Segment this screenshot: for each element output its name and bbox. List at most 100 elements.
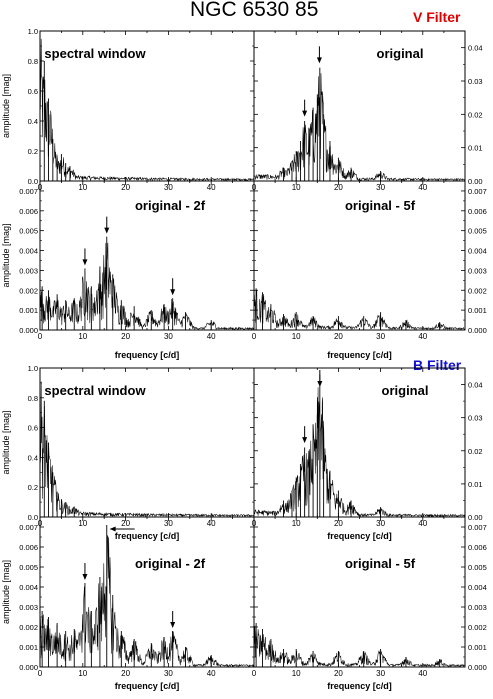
x-tick-label: 10 [292, 332, 301, 341]
x-tick-label: 0 [38, 332, 43, 341]
spectrum-line [39, 242, 255, 331]
y-tick-label: 0.2 [28, 147, 38, 156]
x-tick-label: 20 [121, 332, 130, 341]
panel-title: spectral window [44, 46, 146, 61]
panel-title: original - 5f [345, 556, 416, 571]
y-axis-label: amplitude [mag] [1, 560, 11, 624]
v-filter-label: V Filter [413, 9, 461, 25]
y-tick-label: 0.8 [28, 394, 38, 403]
x-tick-label: 30 [164, 183, 173, 192]
x-axis-label: frequency [c/d] [115, 681, 180, 691]
y-tick-label: 0.007 [468, 523, 487, 532]
x-tick-label: 20 [334, 183, 343, 192]
x-tick-label: 20 [334, 332, 343, 341]
spectrum-line [253, 73, 465, 182]
arrow-head [170, 289, 176, 296]
y-tick-label: 0.005 [19, 227, 38, 236]
x-tick-label: 40 [207, 669, 216, 678]
y-tick-label: 0.007 [19, 523, 38, 532]
y-tick-label: 0.006 [468, 543, 487, 552]
x-tick-label: 10 [78, 332, 87, 341]
y-tick-label: 0.04 [468, 381, 483, 390]
y-tick-label: 0.005 [468, 563, 487, 572]
x-tick-label: 20 [334, 519, 343, 528]
panel-title: original - 2f [135, 556, 206, 571]
y-tick-label: 0.001 [19, 306, 38, 315]
x-tick-label: 10 [292, 519, 301, 528]
y-axis-label: amplitude [mag] [1, 223, 11, 287]
x-tick-label: 10 [292, 669, 301, 678]
x-tick-label: 40 [207, 519, 216, 528]
y-tick-label: 0.000 [468, 326, 487, 335]
arrow-head [82, 574, 88, 580]
panel-frame [253, 30, 466, 182]
y-tick-label: 0.000 [19, 326, 38, 335]
y-tick-label: 0.002 [468, 286, 487, 295]
arrow-head [302, 110, 308, 117]
y-tick-label: 0.003 [19, 603, 38, 612]
y-tick-label: 0.003 [468, 266, 487, 275]
y-tick-label: 0.003 [19, 266, 38, 275]
panel-title: original [382, 383, 429, 398]
spectrum-line [39, 535, 255, 668]
y-tick-label: 0.002 [19, 623, 38, 632]
y-tick-label: 0.6 [28, 87, 38, 96]
y-tick-label: 0.0 [28, 513, 38, 522]
y-tick-label: 0.007 [19, 187, 38, 196]
y-tick-label: 0.01 [468, 480, 483, 489]
arrow-head [82, 259, 88, 266]
y-axis-label: amplitude [mag] [1, 74, 11, 138]
spectrum-line [39, 381, 255, 518]
x-tick-label: 0 [38, 669, 43, 678]
y-tick-label: 0.002 [468, 623, 487, 632]
x-axis-label: frequency [c/d] [327, 531, 392, 541]
x-tick-label: 40 [207, 332, 216, 341]
y-tick-label: 0.002 [19, 286, 38, 295]
y-tick-label: 0.4 [28, 453, 38, 462]
x-tick-label: 0 [252, 669, 257, 678]
x-tick-label: 20 [121, 183, 130, 192]
y-tick-label: 0.004 [19, 247, 38, 256]
y-tick-label: 0.003 [468, 603, 487, 612]
y-tick-label: 0.02 [468, 110, 483, 119]
arrow-head [302, 437, 308, 444]
y-tick-label: 0.0 [28, 177, 38, 186]
y-tick-label: 0.00 [468, 177, 483, 186]
spectrum-line [253, 290, 466, 331]
x-tick-label: 40 [207, 183, 216, 192]
chart-panel-8: 0 10 20 30 40 0.000 0.001 0.002 0.003 0.004 0.005 0… [252, 516, 487, 691]
y-tick-label: 0.005 [468, 227, 487, 236]
x-tick-label: 40 [418, 669, 427, 678]
x-tick-label: 40 [418, 183, 427, 192]
x-tick-label: 30 [164, 332, 173, 341]
y-tick-label: 0.2 [28, 483, 38, 492]
x-axis-label: frequency [c/d] [115, 531, 180, 541]
x-tick-label: 20 [334, 669, 343, 678]
x-tick-label: 10 [78, 519, 87, 528]
panel-title: original [377, 46, 424, 61]
y-tick-label: 0.6 [28, 424, 38, 433]
y-tick-label: 0.000 [19, 663, 38, 672]
x-tick-label: 30 [164, 669, 173, 678]
panel-title: original - 5f [345, 198, 416, 213]
y-tick-label: 0.04 [468, 44, 483, 53]
x-tick-label: 30 [376, 519, 385, 528]
spectrum-line [253, 625, 466, 668]
x-tick-label: 20 [121, 519, 130, 528]
figure-title: NGC 6530 85 [190, 0, 319, 21]
y-tick-label: 0.8 [28, 57, 38, 66]
y-axis-label: amplitude [mag] [1, 410, 11, 474]
x-tick-label: 40 [418, 332, 427, 341]
x-axis-label: frequency [c/d] [327, 350, 392, 360]
y-tick-label: 0.006 [19, 543, 38, 552]
chart-panel-4: 0 10 20 30 40 0.000 0.001 0.002 0.003 0.004 0.005 0… [252, 180, 487, 360]
arrow-head [316, 57, 322, 64]
y-tick-label: 0.001 [19, 643, 38, 652]
chart-panel-6: 0 10 20 30 400.000.010.020.030.04originalfre… [252, 367, 483, 541]
x-tick-label: 10 [292, 183, 301, 192]
y-tick-label: 0.03 [468, 77, 483, 86]
y-tick-label: 0.001 [468, 306, 487, 315]
y-tick-label: 0.004 [19, 583, 38, 592]
